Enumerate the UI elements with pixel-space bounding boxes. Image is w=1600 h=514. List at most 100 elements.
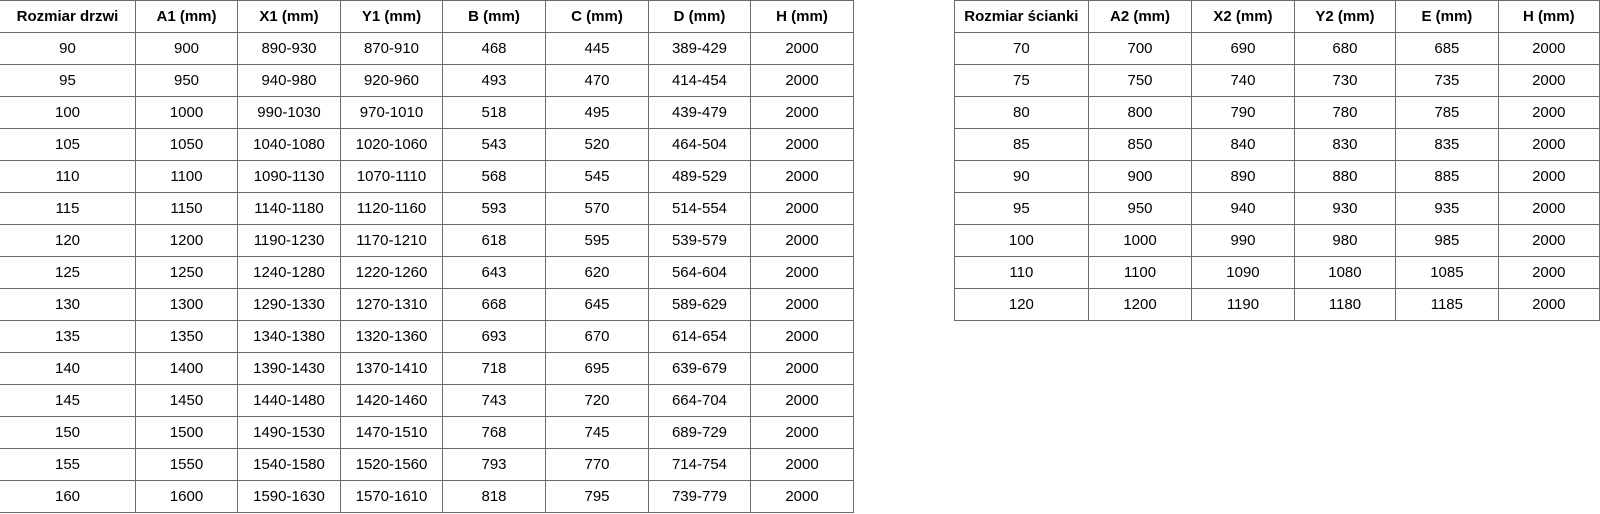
table-cell: 1270-1310 bbox=[340, 288, 443, 321]
table-cell: 695 bbox=[545, 352, 649, 385]
table-cell: 700 bbox=[1087, 32, 1193, 65]
table-cell: 830 bbox=[1293, 128, 1397, 161]
table-cell: 464-504 bbox=[648, 128, 751, 161]
column-header: Rozmiar drzwi bbox=[0, 0, 136, 33]
table-cell: 2000 bbox=[1497, 192, 1600, 225]
table-cell: 100 bbox=[0, 96, 136, 129]
table-cell: 1120-1160 bbox=[340, 192, 443, 225]
table-cell: 940 bbox=[1191, 192, 1295, 225]
table-cell: 2000 bbox=[750, 416, 854, 449]
table-cell: 2000 bbox=[1497, 32, 1600, 65]
table-cell: 1490-1530 bbox=[237, 416, 341, 449]
table-cell: 645 bbox=[545, 288, 649, 321]
table-cell: 570 bbox=[545, 192, 649, 225]
table-row: 120 1200 1190-1230 1170-1210 618 595 539-579 20… bbox=[0, 224, 854, 257]
table-cell: 564-604 bbox=[648, 256, 751, 289]
table-cell: 639-679 bbox=[648, 352, 751, 385]
table-cell: 1450 bbox=[135, 384, 238, 417]
table-cell: 105 bbox=[0, 128, 136, 161]
table-cell: 768 bbox=[442, 416, 546, 449]
table-cell: 489-529 bbox=[648, 160, 751, 193]
table-row: 105 1050 1040-1080 1020-1060 543 520 464-504 20… bbox=[0, 128, 854, 161]
column-header: A1 (mm) bbox=[135, 0, 238, 33]
table-cell: 735 bbox=[1395, 64, 1499, 97]
table-cell: 890-930 bbox=[237, 32, 341, 65]
table-cell: 885 bbox=[1395, 160, 1499, 193]
table-cell: 940-980 bbox=[237, 64, 341, 97]
table-cell: 714-754 bbox=[648, 448, 751, 481]
table-row: 90 900 890 880 885 2000 bbox=[954, 160, 1600, 193]
table-cell: 2000 bbox=[750, 256, 854, 289]
table-cell: 2000 bbox=[750, 352, 854, 385]
column-header: H (mm) bbox=[1497, 0, 1600, 33]
table-cell: 880 bbox=[1293, 160, 1397, 193]
table-cell: 2000 bbox=[1497, 64, 1600, 97]
table-cell: 2000 bbox=[750, 288, 854, 321]
table-cell: 739-779 bbox=[648, 480, 751, 513]
table-cell: 618 bbox=[442, 224, 546, 257]
table-cell: 1200 bbox=[135, 224, 238, 257]
table-cell: 1400 bbox=[135, 352, 238, 385]
table-cell: 1020-1060 bbox=[340, 128, 443, 161]
table-cell: 1300 bbox=[135, 288, 238, 321]
table-cell: 840 bbox=[1191, 128, 1295, 161]
table-row: 100 1000 990-1030 970-1010 518 495 439-479 2000 bbox=[0, 96, 854, 129]
table-cell: 818 bbox=[442, 480, 546, 513]
table-cell: 1440-1480 bbox=[237, 384, 341, 417]
table-cell: 2000 bbox=[1497, 288, 1600, 321]
table-row: 125 1250 1240-1280 1220-1260 643 620 564-604 20… bbox=[0, 256, 854, 289]
table-cell: 785 bbox=[1395, 96, 1499, 129]
table-cell: 950 bbox=[135, 64, 238, 97]
table-cell: 643 bbox=[442, 256, 546, 289]
table-cell: 980 bbox=[1293, 224, 1397, 257]
table-cell: 1350 bbox=[135, 320, 238, 353]
column-header: C (mm) bbox=[545, 0, 649, 33]
table-cell: 95 bbox=[0, 64, 136, 97]
column-header: Y2 (mm) bbox=[1293, 0, 1397, 33]
table-cell: 493 bbox=[442, 64, 546, 97]
table-cell: 900 bbox=[1087, 160, 1193, 193]
table-cell: 743 bbox=[442, 384, 546, 417]
table-cell: 414-454 bbox=[648, 64, 751, 97]
table-cell: 1190-1230 bbox=[237, 224, 341, 257]
table-cell: 1090 bbox=[1191, 256, 1295, 289]
table-cell: 155 bbox=[0, 448, 136, 481]
table-row: 155 1550 1540-1580 1520-1560 793 770 714-754 20… bbox=[0, 448, 854, 481]
table-header-row: Rozmiar drzwi A1 (mm) X1 (mm) Y1 (mm) B (mm)… bbox=[0, 0, 854, 33]
table-row: 110 1100 1090-1130 1070-1110 568 545 489-529 20… bbox=[0, 160, 854, 193]
table-cell: 2000 bbox=[750, 96, 854, 129]
table-cell: 568 bbox=[442, 160, 546, 193]
table-cell: 145 bbox=[0, 384, 136, 417]
table-cell: 1520-1560 bbox=[340, 448, 443, 481]
table-row: 75 750 740 730 735 2000 bbox=[954, 64, 1600, 97]
table-cell: 985 bbox=[1395, 224, 1499, 257]
table-cell: 2000 bbox=[750, 160, 854, 193]
table-cell: 793 bbox=[442, 448, 546, 481]
table-header-row: Rozmiar ścianki A2 (mm) X2 (mm) Y2 (mm) E (m… bbox=[954, 0, 1600, 33]
column-header: D (mm) bbox=[648, 0, 751, 33]
table-cell: 1100 bbox=[1087, 256, 1193, 289]
table-cell: 890 bbox=[1191, 160, 1295, 193]
table-cell: 140 bbox=[0, 352, 136, 385]
table-cell: 468 bbox=[442, 32, 546, 65]
table-cell: 664-704 bbox=[648, 384, 751, 417]
table-cell: 835 bbox=[1395, 128, 1499, 161]
table-cell: 670 bbox=[545, 320, 649, 353]
column-header: X1 (mm) bbox=[237, 0, 341, 33]
table-cell: 1090-1130 bbox=[237, 160, 341, 193]
table-cell: 1140-1180 bbox=[237, 192, 341, 225]
table-cell: 110 bbox=[954, 256, 1089, 289]
table-cell: 1000 bbox=[1087, 224, 1193, 257]
table-cell: 593 bbox=[442, 192, 546, 225]
table-cell: 720 bbox=[545, 384, 649, 417]
table-cell: 935 bbox=[1395, 192, 1499, 225]
table-cell: 1570-1610 bbox=[340, 480, 443, 513]
table-cell: 685 bbox=[1395, 32, 1499, 65]
table-cell: 970-1010 bbox=[340, 96, 443, 129]
table-cell: 680 bbox=[1293, 32, 1397, 65]
table-cell: 2000 bbox=[1497, 256, 1600, 289]
column-header: Rozmiar ścianki bbox=[954, 0, 1089, 33]
table-row: 90 900 890-930 870-910 468 445 389-429 2000 bbox=[0, 32, 854, 65]
table-cell: 2000 bbox=[750, 64, 854, 97]
table-cell: 1080 bbox=[1293, 256, 1397, 289]
